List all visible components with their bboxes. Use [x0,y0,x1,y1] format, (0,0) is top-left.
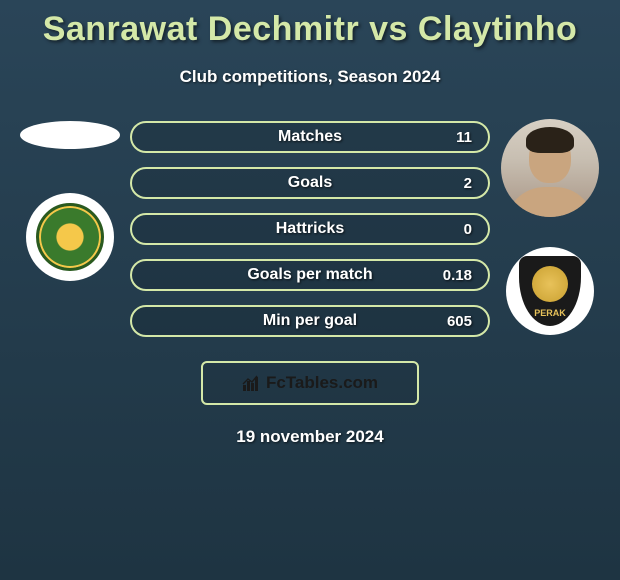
stat-row-hattricks: Hattricks 0 [130,213,490,245]
content-area: Matches 11 Goals 2 Hattricks 0 Goals per… [0,115,620,337]
right-column: PERAK [490,115,610,337]
brand-box[interactable]: FcTables.com [201,361,419,405]
brand-text: FcTables.com [266,373,378,393]
crest-shield: PERAK [519,256,581,326]
stat-value: 0.18 [443,267,472,284]
stat-value: 2 [464,175,472,192]
date-line: 19 november 2024 [0,427,620,447]
stat-value: 11 [456,129,472,146]
avatar-hair [526,127,574,153]
bar-chart-icon [242,374,260,392]
stat-label: Goals per match [150,266,470,284]
crest-label: PERAK [519,308,581,318]
club-left-crest [26,193,114,281]
crest-green-icon [36,203,104,271]
stat-row-goals: Goals 2 [130,167,490,199]
stat-row-matches: Matches 11 [130,121,490,153]
player-left-placeholder [20,121,120,149]
crest-center [532,266,568,302]
left-column [10,115,130,337]
avatar-shoulders [505,187,595,217]
player-right-photo [501,119,599,217]
stat-label: Goals [150,174,470,192]
stat-label: Min per goal [150,312,470,330]
club-right-crest: PERAK [506,247,594,335]
stat-value: 0 [464,221,472,238]
crest-perak-icon: PERAK [519,256,581,326]
subtitle: Club competitions, Season 2024 [0,67,620,87]
stat-label: Matches [150,128,470,146]
stat-row-min-per-goal: Min per goal 605 [130,305,490,337]
page-title: Sanrawat Dechmitr vs Claytinho [0,0,620,49]
stat-value: 605 [447,313,472,330]
stat-label: Hattricks [150,220,470,238]
stat-row-goals-per-match: Goals per match 0.18 [130,259,490,291]
stats-column: Matches 11 Goals 2 Hattricks 0 Goals per… [130,115,490,337]
